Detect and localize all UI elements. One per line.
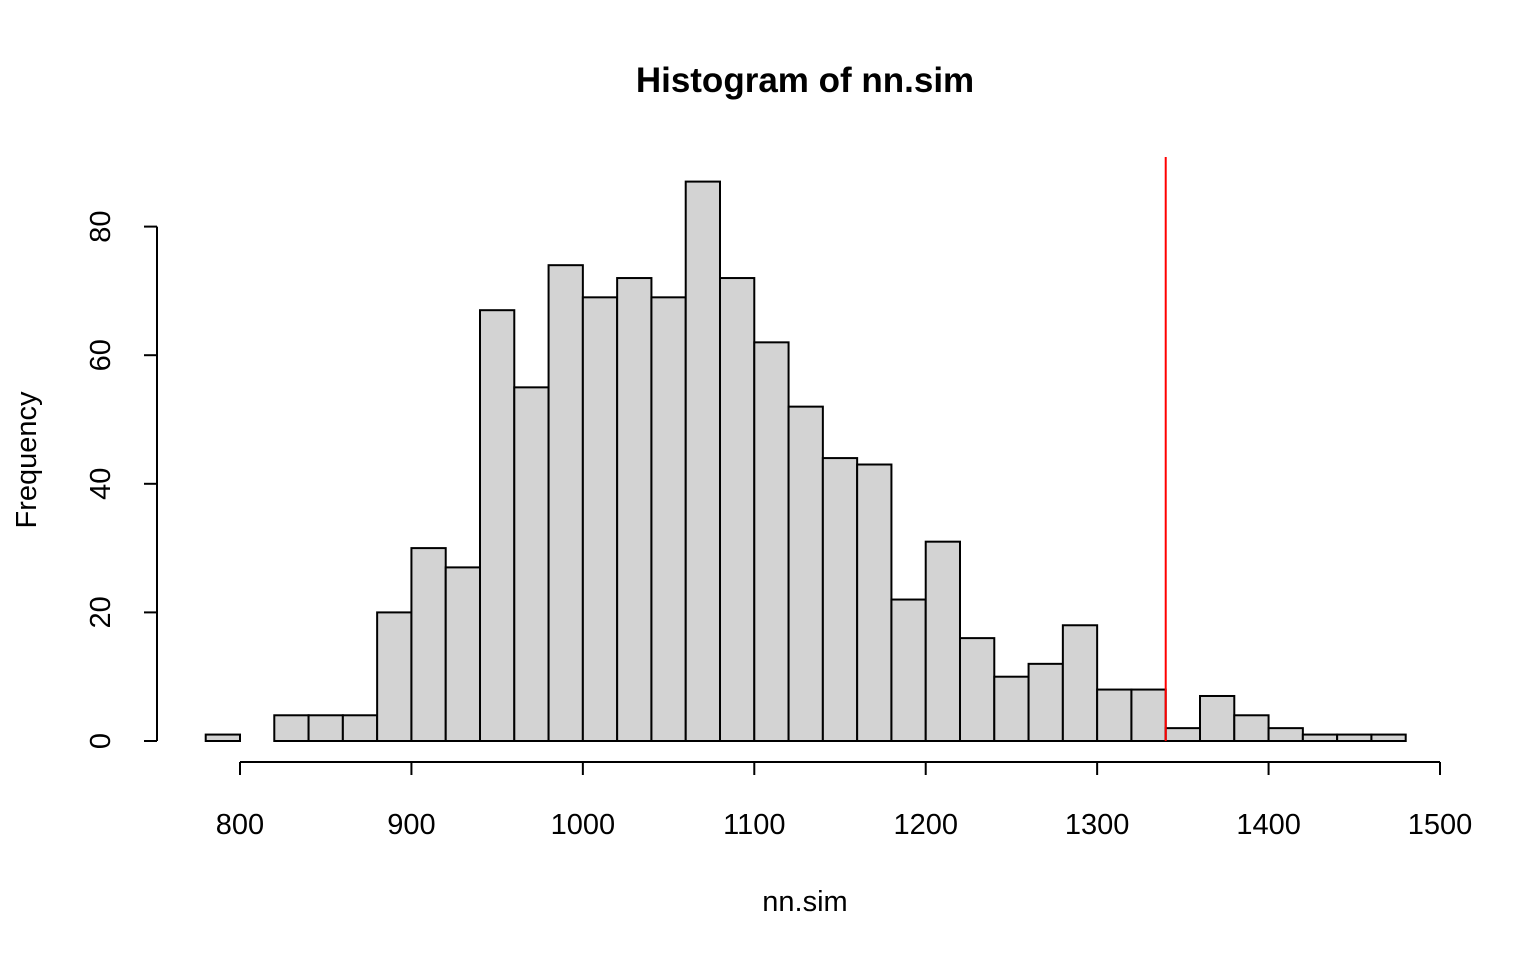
histogram-bar [821,457,859,742]
histogram-bar [753,341,790,742]
x-tick-label: 1400 [1236,809,1301,841]
x-tick-label: 900 [387,809,435,841]
histogram-bar [924,540,962,742]
x-tick-label: 1000 [551,809,616,841]
histogram-bar [410,547,447,742]
histogram-bar [273,714,310,743]
x-tick-label: 800 [216,809,264,841]
x-tick-label: 1500 [1408,809,1473,841]
y-tick-label: 40 [85,468,117,500]
histogram-bar [1164,727,1201,743]
y-tick-label: 80 [85,210,117,242]
histogram-bar [307,714,344,743]
histogram-bar [684,180,722,742]
histogram-bar [1199,694,1236,742]
histogram-bar [547,264,584,742]
histogram-bars [204,180,1407,743]
x-axis: 800 900 1000 1100 1200 1300 1400 1500 [216,761,1473,841]
y-axis-label: Frequency [11,391,43,529]
histogram-bar [1267,727,1304,743]
histogram-bar [650,296,687,742]
histogram-bar [581,296,619,742]
histogram-bar [1027,662,1064,743]
histogram-bar [993,675,1030,743]
chart-title: Histogram of nn.sim [636,61,974,100]
histogram-bar [787,405,824,742]
histogram-bar [1233,714,1270,743]
histogram-bar [1130,688,1167,742]
histogram-bar [204,733,241,743]
histogram-bar [513,386,550,742]
x-axis-label: nn.sim [762,886,847,918]
x-tick-label: 1300 [1065,809,1130,841]
y-tick-label: 0 [85,733,117,749]
histogram-bar [856,463,893,742]
histogram-bar [376,611,413,743]
histogram-bar [616,277,653,742]
histogram-bar [1301,733,1339,743]
histogram-bar [479,309,516,742]
histogram-bar [1370,733,1407,743]
histogram-bar [1096,688,1133,742]
histogram-bar [1336,733,1373,743]
histogram-bar [959,637,996,742]
histogram-bar [444,566,482,743]
histogram-bar [890,598,927,742]
y-tick-label: 60 [85,339,117,371]
x-tick-label: 1100 [723,809,785,841]
histogram-bar [719,277,756,742]
y-tick-label: 20 [85,596,117,628]
x-tick-label: 1200 [893,809,958,841]
y-axis: 0 20 40 60 80 [85,210,158,749]
histogram-bar [341,714,379,743]
histogram-bar [1061,624,1099,743]
